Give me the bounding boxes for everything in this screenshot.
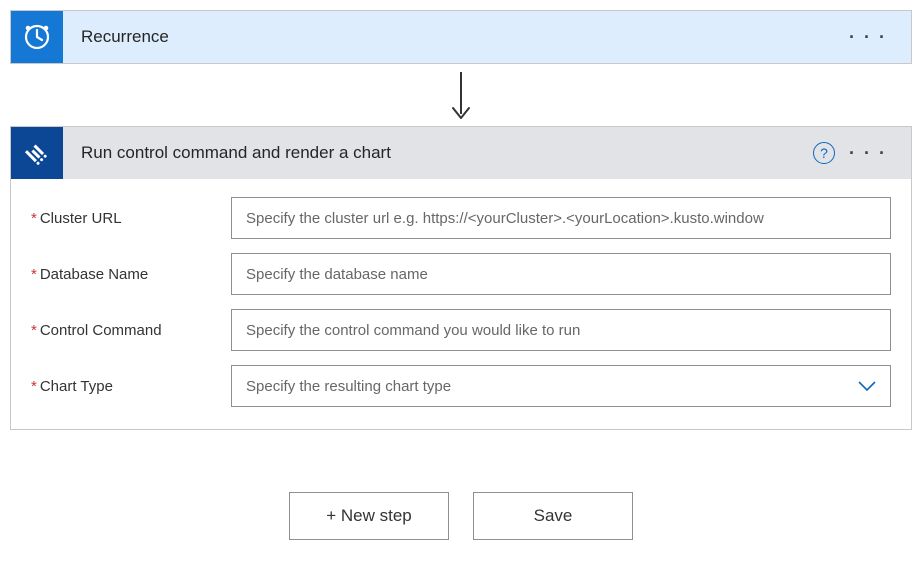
control-command-label: *Control Command	[31, 322, 231, 339]
save-button[interactable]: Save	[473, 492, 633, 540]
recurrence-icon	[11, 11, 63, 63]
chart-type-row: *Chart Type	[31, 365, 891, 407]
chart-type-select[interactable]	[231, 365, 891, 407]
kusto-card: Run control command and render a chart ?…	[10, 126, 912, 430]
new-step-button[interactable]: + New step	[289, 492, 449, 540]
recurrence-card: Recurrence · · ·	[10, 10, 912, 64]
recurrence-actions: · · ·	[845, 27, 911, 48]
help-icon[interactable]: ?	[813, 142, 835, 164]
cluster-url-row: *Cluster URL	[31, 197, 891, 239]
recurrence-header[interactable]: Recurrence · · ·	[11, 11, 911, 63]
database-name-label: *Database Name	[31, 266, 231, 283]
chart-type-label: *Chart Type	[31, 378, 231, 395]
cluster-url-input[interactable]	[231, 197, 891, 239]
kusto-body: *Cluster URL *Database Name *Control Com…	[11, 179, 911, 429]
recurrence-menu-button[interactable]: · · ·	[845, 27, 891, 48]
kusto-header[interactable]: Run control command and render a chart ?…	[11, 127, 911, 179]
flow-arrow	[10, 64, 912, 126]
chart-type-label-text: Chart Type	[40, 378, 113, 395]
kusto-title: Run control command and render a chart	[63, 143, 813, 163]
kusto-actions: ? · · ·	[813, 142, 911, 164]
control-command-label-text: Control Command	[40, 322, 162, 339]
database-name-row: *Database Name	[31, 253, 891, 295]
cluster-url-label: *Cluster URL	[31, 210, 231, 227]
action-bar: + New step Save	[10, 492, 912, 540]
database-name-label-text: Database Name	[40, 266, 148, 283]
database-name-input[interactable]	[231, 253, 891, 295]
control-command-input[interactable]	[231, 309, 891, 351]
kusto-icon	[11, 127, 63, 179]
cluster-url-label-text: Cluster URL	[40, 210, 122, 227]
chart-type-select-wrap	[231, 365, 891, 407]
control-command-row: *Control Command	[31, 309, 891, 351]
recurrence-title: Recurrence	[63, 27, 845, 47]
kusto-menu-button[interactable]: · · ·	[845, 143, 891, 164]
